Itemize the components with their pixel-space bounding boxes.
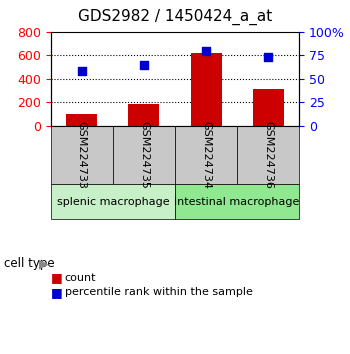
Bar xyxy=(190,53,222,126)
Point xyxy=(79,68,85,74)
Bar xyxy=(237,126,299,184)
Text: percentile rank within the sample: percentile rank within the sample xyxy=(65,287,253,297)
Bar xyxy=(51,126,113,184)
Text: ■: ■ xyxy=(51,286,63,298)
Text: ■: ■ xyxy=(51,272,63,284)
Bar xyxy=(51,184,175,219)
Bar xyxy=(175,184,299,219)
Text: count: count xyxy=(65,273,96,283)
Bar xyxy=(66,114,97,126)
Point xyxy=(141,62,147,68)
Bar xyxy=(175,126,237,184)
Text: splenic macrophage: splenic macrophage xyxy=(57,197,169,207)
Text: GSM224735: GSM224735 xyxy=(139,121,149,189)
Text: GSM224733: GSM224733 xyxy=(77,121,87,189)
Bar xyxy=(253,89,284,126)
Text: GSM224734: GSM224734 xyxy=(201,121,211,189)
Bar xyxy=(128,104,160,126)
Text: GSM224736: GSM224736 xyxy=(263,121,273,189)
Text: cell type: cell type xyxy=(4,257,54,270)
Text: ▶: ▶ xyxy=(39,257,49,270)
Text: GDS2982 / 1450424_a_at: GDS2982 / 1450424_a_at xyxy=(78,9,272,25)
Point xyxy=(265,55,271,60)
Bar xyxy=(113,126,175,184)
Point xyxy=(203,48,209,53)
Text: intestinal macrophage: intestinal macrophage xyxy=(174,197,300,207)
